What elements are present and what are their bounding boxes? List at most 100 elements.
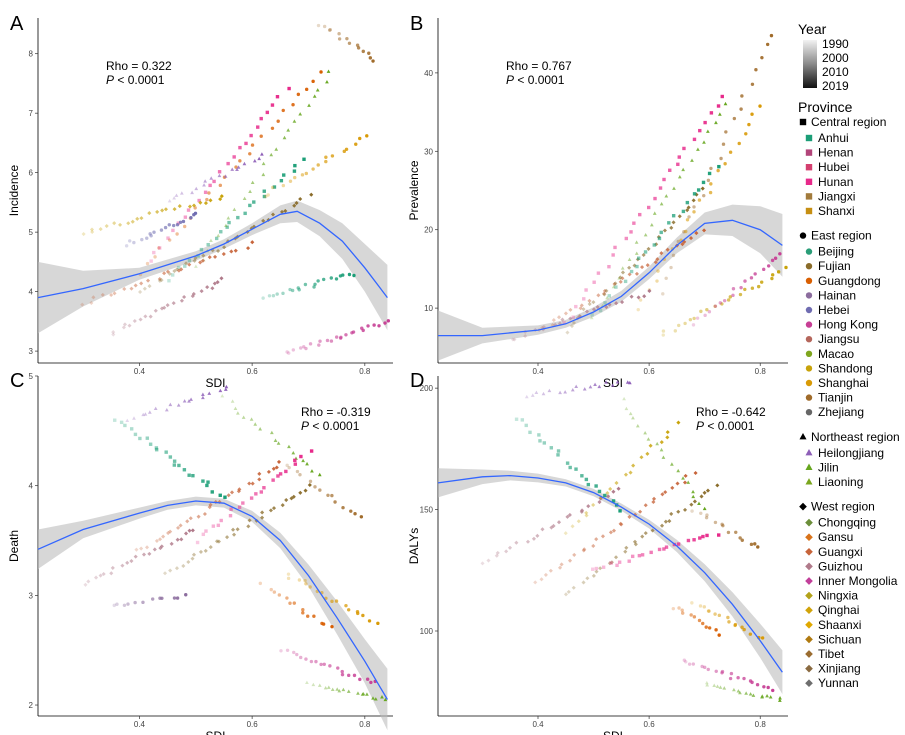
- p-value-label: P < 0.0001: [301, 419, 360, 433]
- data-point: [742, 676, 746, 681]
- data-point: [168, 568, 173, 573]
- data-point: [699, 494, 704, 499]
- data-point: [627, 559, 631, 563]
- data-point: [636, 307, 640, 312]
- region-legend-label: East region: [811, 229, 872, 243]
- data-point: [335, 687, 340, 691]
- region-shape-triangle-icon: [799, 432, 807, 440]
- data-point: [257, 477, 262, 482]
- data-point: [367, 619, 372, 623]
- data-point: [257, 471, 262, 476]
- data-point: [590, 313, 594, 317]
- data-point: [162, 305, 167, 310]
- data-point: [110, 565, 115, 570]
- data-point: [677, 214, 682, 219]
- data-point: [758, 104, 762, 108]
- data-point: [558, 390, 562, 395]
- p-value-label: P < 0.0001: [506, 73, 565, 87]
- province-color-icon: [805, 562, 813, 571]
- data-point: [582, 297, 586, 301]
- y-tick-label: 3: [29, 347, 34, 356]
- data-point: [209, 238, 213, 242]
- data-point: [304, 346, 308, 351]
- data-point: [301, 458, 305, 463]
- data-point: [259, 134, 263, 138]
- data-point: [589, 315, 594, 320]
- data-point: [640, 553, 645, 557]
- data-point: [145, 261, 150, 266]
- province-legend-title: Province: [798, 99, 853, 115]
- province-legend-label: Hainan: [818, 288, 856, 302]
- data-point: [184, 593, 188, 597]
- data-point: [190, 294, 195, 299]
- data-point: [765, 693, 769, 698]
- data-point: [284, 497, 289, 503]
- province-color-icon: [805, 478, 813, 485]
- data-point: [556, 520, 562, 525]
- data-point: [605, 295, 609, 300]
- y-tick-label: 4: [29, 288, 34, 297]
- data-point: [717, 613, 722, 618]
- data-point: [649, 550, 653, 555]
- data-point: [705, 307, 709, 312]
- data-point: [307, 482, 312, 488]
- data-point: [608, 486, 613, 491]
- data-point: [351, 330, 356, 334]
- data-point: [643, 430, 648, 435]
- data-point: [549, 525, 554, 530]
- data-point: [296, 286, 300, 290]
- data-point: [311, 79, 315, 84]
- data-point: [337, 37, 342, 41]
- data-point: [597, 489, 602, 494]
- data-point: [274, 465, 279, 470]
- data-point: [118, 222, 123, 227]
- data-point: [760, 55, 764, 60]
- data-point: [638, 298, 643, 302]
- data-point: [702, 193, 706, 198]
- data-point: [191, 291, 196, 297]
- data-point: [167, 198, 172, 203]
- data-point: [244, 141, 248, 146]
- data-point: [122, 322, 128, 327]
- data-point: [668, 168, 672, 172]
- data-point: [709, 111, 714, 115]
- data-point: [703, 120, 707, 125]
- province-color-icon: [805, 533, 813, 542]
- province-color-icon: [805, 606, 813, 615]
- data-point: [696, 147, 700, 151]
- data-point: [271, 294, 276, 298]
- data-point: [175, 596, 180, 600]
- data-point: [664, 276, 668, 281]
- data-point: [249, 133, 253, 138]
- data-point: [691, 198, 696, 203]
- data-point: [196, 254, 200, 258]
- data-point: [301, 611, 305, 615]
- data-point: [167, 223, 171, 227]
- data-point: [533, 580, 538, 585]
- data-point: [704, 680, 709, 685]
- data-point: [686, 480, 691, 484]
- data-point: [235, 527, 240, 532]
- data-point: [624, 545, 629, 550]
- data-point: [330, 599, 334, 604]
- data-point: [80, 302, 85, 307]
- data-point: [129, 286, 134, 291]
- province-color-icon: [805, 547, 813, 556]
- province-legend-label: Jilin: [818, 460, 839, 474]
- y-tick-label: 7: [29, 109, 34, 118]
- data-point: [139, 216, 144, 221]
- data-point: [613, 555, 619, 560]
- data-point: [226, 493, 231, 498]
- data-point: [629, 294, 634, 299]
- data-point: [643, 503, 648, 508]
- province-color-icon: [805, 591, 813, 600]
- data-point: [227, 220, 231, 225]
- smooth-trend-line: [438, 219, 783, 337]
- data-point: [510, 337, 515, 342]
- data-point: [98, 227, 103, 232]
- data-point: [598, 308, 603, 313]
- data-point: [650, 528, 655, 533]
- data-point: [571, 315, 575, 319]
- data-point: [665, 247, 670, 252]
- data-point: [608, 530, 613, 535]
